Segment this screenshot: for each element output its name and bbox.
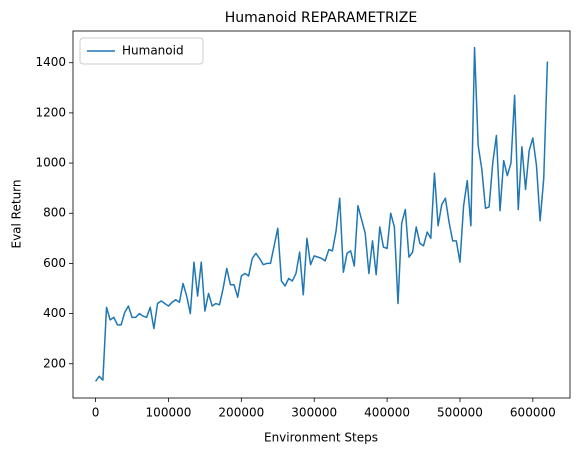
x-tick-label: 500000 [437,406,483,420]
x-tick-label: 300000 [291,406,337,420]
y-tick-label: 200 [43,356,66,370]
line-series [94,46,549,382]
chart-title: Humanoid REPARAMETRIZE [225,10,418,26]
x-tick-label: 100000 [146,406,192,420]
y-tick-label: 400 [43,306,66,320]
x-axis-label: Environment Steps [264,431,378,445]
y-axis-label: Eval Return [10,179,24,248]
y-tick-label: 1200 [35,105,66,119]
y-tick-label: 600 [43,256,66,270]
axes-frame [72,30,571,399]
y-tick-label: 800 [43,206,66,220]
legend-box [79,37,204,65]
x-tick-label: 600000 [510,406,556,420]
x-tick-label: 0 [92,406,100,420]
x-tick-label: 400000 [364,406,410,420]
x-tick-label: 200000 [218,406,264,420]
y-tick-label: 1000 [35,156,66,170]
y-tick-label: 1400 [35,55,66,69]
legend-label: Humanoid [122,44,184,58]
